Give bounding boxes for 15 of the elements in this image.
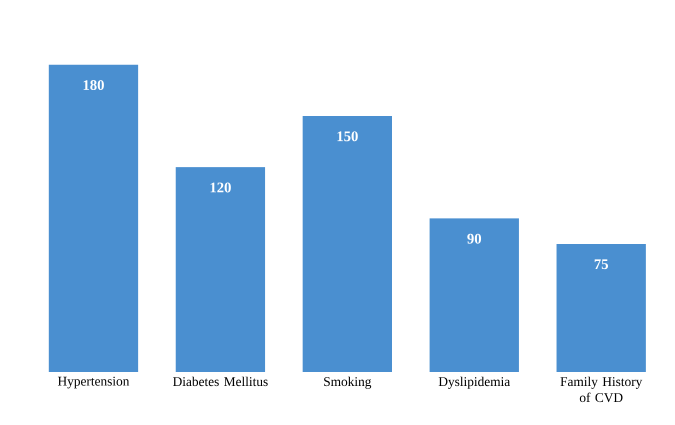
x-tick-label: Dyslipidemia: [438, 376, 510, 389]
data-label: 90: [467, 234, 482, 244]
x-tick-label: Hypertension: [58, 376, 130, 388]
bar: [176, 167, 266, 372]
data-label: 120: [210, 182, 231, 192]
bar: [302, 116, 392, 372]
x-tick-label: Family History of CVD: [560, 376, 642, 402]
data-label: 150: [338, 131, 358, 142]
bar: [48, 64, 138, 372]
x-tick-label: Smoking: [324, 376, 372, 389]
data-label: 75: [594, 259, 608, 270]
bar: [556, 244, 646, 372]
x-tick-label: Diabetes Mellitus: [173, 376, 268, 386]
data-label: 180: [84, 80, 104, 90]
bar: [430, 218, 519, 372]
